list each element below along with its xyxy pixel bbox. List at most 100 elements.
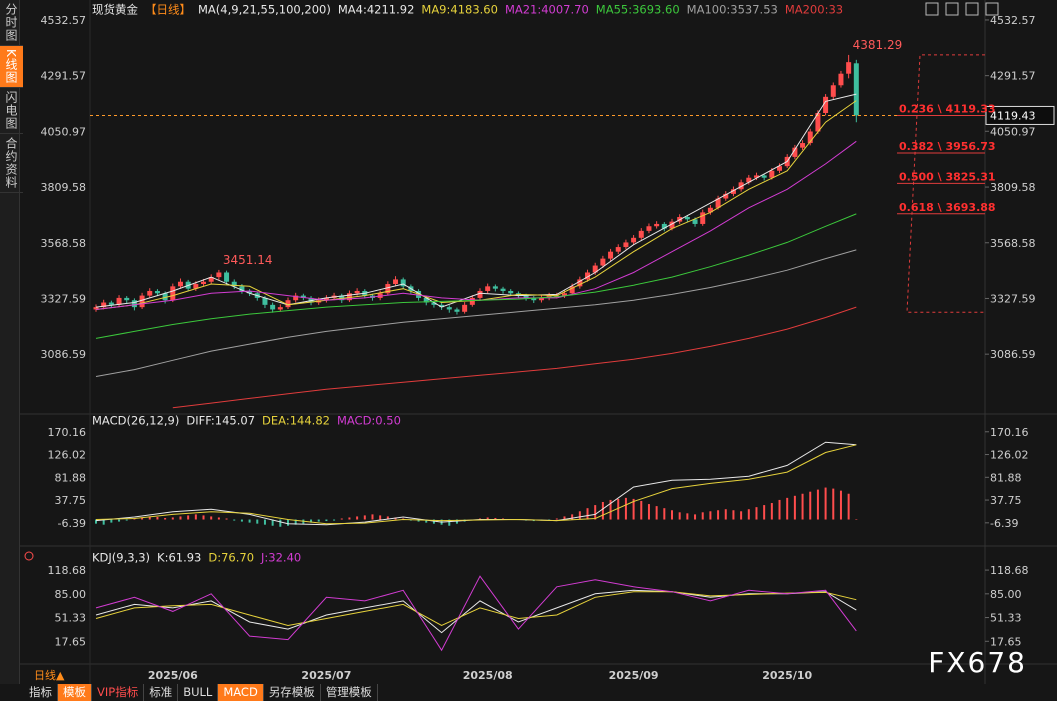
candle-body xyxy=(285,300,291,308)
icon-button[interactable] xyxy=(985,2,999,16)
legend-entry: J:32.40 xyxy=(260,551,301,565)
macd-bar xyxy=(417,519,420,522)
macd-bar xyxy=(855,519,858,520)
macd-bar xyxy=(148,516,151,520)
toolbar-button[interactable]: MACD xyxy=(218,684,264,701)
candle-body xyxy=(669,221,675,229)
y-tick-label: 85.00 xyxy=(990,588,1022,601)
toolbar-button[interactable]: 另存模板 xyxy=(264,684,321,701)
macd-bar xyxy=(263,519,266,525)
candle-body xyxy=(608,251,614,259)
candle-body xyxy=(569,286,575,294)
candle-body xyxy=(592,265,598,273)
macd-bar xyxy=(125,519,128,521)
candle-body xyxy=(815,113,821,132)
macd-bar xyxy=(678,512,681,520)
macd-bar xyxy=(586,508,589,520)
macd-bar xyxy=(95,519,97,524)
macd-bar xyxy=(271,519,274,526)
macd-bar xyxy=(317,519,320,522)
sidebar-tab[interactable]: K线图 xyxy=(0,46,23,88)
legend-entry: MA21:4007.70 xyxy=(505,3,589,17)
macd-bar xyxy=(770,503,773,520)
legend-entry: MACD:0.50 xyxy=(337,414,401,428)
toolbar-button[interactable]: BULL xyxy=(178,684,219,701)
macd-bar xyxy=(832,488,835,520)
toolbar-button[interactable]: 标准 xyxy=(144,684,179,701)
candle-body xyxy=(431,302,437,305)
macd-bar xyxy=(202,515,205,520)
y-tick-label: 51.33 xyxy=(55,612,87,625)
candle-body xyxy=(838,73,844,86)
toolbar-button[interactable]: 模板 xyxy=(58,684,92,701)
candle-body xyxy=(423,297,429,303)
y-tick-label: 17.65 xyxy=(55,635,87,648)
sidebar-tab[interactable]: 闪电图 xyxy=(0,88,23,134)
candle-body xyxy=(615,247,621,252)
toolbar-button[interactable]: VIP指标 xyxy=(92,684,145,701)
macd-bar xyxy=(217,517,220,520)
y-tick-label: 3086.59 xyxy=(990,348,1036,361)
candle-body xyxy=(385,284,391,294)
macd-bar xyxy=(801,493,804,520)
candle-body xyxy=(800,143,806,148)
sidebar-tab[interactable]: 分时图 xyxy=(0,0,23,46)
candle-body xyxy=(523,295,529,298)
fib-label: 0.382 \ 3956.73 xyxy=(899,140,996,153)
candle-body xyxy=(707,207,713,213)
macd-bar xyxy=(256,519,259,524)
fib-label: 0.618 \ 3693.88 xyxy=(899,201,996,214)
panel-title: MACD(26,12,9) xyxy=(92,414,179,428)
macd-bar xyxy=(571,514,574,520)
candle-body xyxy=(830,85,836,97)
toolbar: 指标 模板 VIP指标 标准 BULL MACD 另存模板 管理模板 xyxy=(24,684,378,701)
icon-button[interactable] xyxy=(925,2,939,16)
candle-body xyxy=(623,242,629,248)
toolbar-button[interactable]: 管理模板 xyxy=(321,684,378,701)
y-tick-label: 37.75 xyxy=(990,494,1022,507)
candle-body xyxy=(346,293,352,301)
candle-body xyxy=(638,230,644,238)
macd-bar xyxy=(778,499,781,520)
icon-button[interactable] xyxy=(965,2,979,16)
candle-body xyxy=(439,304,445,308)
panel-subtitle: 【日线】 xyxy=(145,3,191,17)
macd-bar xyxy=(386,516,389,520)
macd-bar xyxy=(809,491,812,520)
macd-bar xyxy=(647,504,650,520)
sidebar-tab[interactable]: 合约资料 xyxy=(0,134,23,193)
candle-body xyxy=(193,284,199,289)
macd-bar xyxy=(340,518,343,520)
y-tick-label: -6.39 xyxy=(990,517,1018,530)
macd-bar xyxy=(240,519,243,522)
candle-body xyxy=(508,290,514,294)
macd-bar xyxy=(432,519,435,524)
macd-bar xyxy=(225,518,228,520)
macd-bar xyxy=(847,493,850,520)
y-tick-label: 37.75 xyxy=(55,494,87,507)
y-tick-label: 81.88 xyxy=(55,471,87,484)
x-tick-label: 2025/06 xyxy=(148,669,198,682)
candle-body xyxy=(738,182,744,190)
icon-button[interactable] xyxy=(945,2,959,16)
candle-body xyxy=(131,300,137,308)
y-tick-label: 126.02 xyxy=(990,449,1029,462)
macd-bar xyxy=(233,519,236,521)
series-line xyxy=(172,306,857,409)
macd-bar xyxy=(448,519,451,526)
candle-body xyxy=(108,302,114,305)
kdj-icon[interactable] xyxy=(24,551,34,561)
last-price-box xyxy=(985,105,1055,125)
macd-bar xyxy=(348,517,351,520)
candle-body xyxy=(116,297,122,305)
toolbar-button[interactable]: 指标 xyxy=(24,684,58,701)
candle-body xyxy=(661,223,667,229)
period-label[interactable]: 日线▲ xyxy=(34,668,65,682)
y-tick-label: 3809.58 xyxy=(41,181,87,194)
macd-bar xyxy=(486,517,489,520)
macd-bar xyxy=(310,519,313,523)
candle-body xyxy=(231,281,237,287)
series-line xyxy=(95,589,857,634)
candle-body xyxy=(846,62,852,74)
